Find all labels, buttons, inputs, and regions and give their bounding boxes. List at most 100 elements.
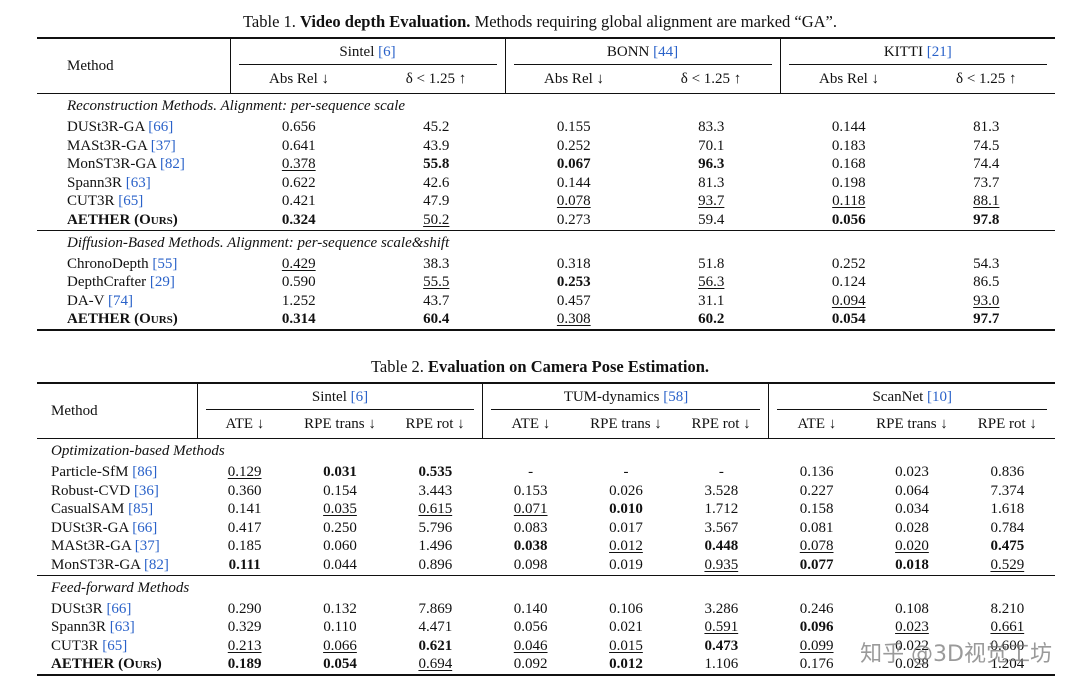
section-row: Reconstruction Methods. Alignment: per-s…: [37, 94, 1055, 119]
value: 0.015: [609, 637, 643, 654]
value: 0.784: [990, 519, 1025, 536]
method-name: AETHER (Ours): [51, 656, 162, 673]
caption: Table 2. Evaluation on Camera Pose Estim…: [0, 357, 1080, 377]
value-cell: 0.054: [292, 655, 387, 675]
value: 0.106: [609, 600, 643, 617]
value: 0.078: [556, 193, 591, 210]
data-row: Robust-CVD [36] 0.360 0.154 3.443 0.153 0.026…: [37, 482, 1055, 501]
method-cell: CUT3R [65]: [37, 637, 197, 656]
value-cell: 0.129: [197, 463, 292, 482]
value: 0.641: [281, 137, 316, 154]
value: 0.017: [609, 519, 643, 536]
group-name: ScanNet: [872, 389, 924, 405]
value-cell: 0.253: [505, 273, 643, 292]
value-cell: 55.5: [368, 273, 506, 292]
value-cell: 3.528: [674, 482, 769, 501]
value: 0.473: [704, 637, 739, 654]
metric-header: Abs Rel ↓: [504, 66, 643, 94]
value-cell: 0.183: [780, 137, 918, 156]
data-row: ChronoDepth [55] 0.429 38.3 0.318 51.8 0.252 5…: [37, 255, 1055, 274]
value: 3.528: [704, 482, 739, 499]
value: 0.021: [609, 619, 643, 636]
method-cell: MASt3R-GA [37]: [37, 537, 197, 556]
value-cell: 0.189: [197, 655, 292, 675]
group-header: Sintel [6]: [196, 383, 483, 411]
value: 0.252: [556, 137, 591, 154]
method-cell: Robust-CVD [36]: [37, 482, 197, 501]
method-name: DUSt3R-GA: [67, 119, 145, 135]
method-cite: [36]: [133, 482, 159, 499]
value: 0.060: [323, 538, 357, 555]
value: 0.056: [513, 619, 548, 636]
value-cell: 56.3: [643, 273, 781, 292]
value-cell: 0.154: [292, 482, 387, 501]
value: 0.144: [831, 119, 866, 135]
method-header: Method: [67, 57, 114, 74]
value-cell: 0.329: [197, 618, 292, 637]
value-cell: 0.615: [388, 500, 483, 519]
value-cell: -: [578, 463, 673, 482]
section: Diffusion-Based Methods. Alignment: per-…: [37, 230, 1056, 330]
group-header: Sintel [6]: [229, 38, 506, 66]
value-cell: 0.012: [578, 537, 673, 556]
group-rule: ScanNet [10]: [777, 385, 1047, 410]
value-cell: 1.106: [674, 655, 769, 675]
value-cell: 0.118: [780, 192, 918, 211]
value-cell: 0.064: [864, 482, 959, 501]
value-cell: 0.056: [483, 618, 578, 637]
value-cell: 0.314: [230, 310, 368, 330]
method-cite: [55]: [152, 255, 178, 272]
data-row: MASt3R-GA [37] 0.641 43.9 0.252 70.1 0.183 74.…: [37, 137, 1055, 156]
value: 0.054: [831, 311, 866, 328]
section: Reconstruction Methods. Alignment: per-s…: [37, 94, 1055, 231]
value: 45.2: [423, 119, 450, 135]
value-cell: 88.1: [918, 192, 1056, 211]
method-name: AETHER (Ours): [67, 211, 178, 228]
value: 0.154: [323, 482, 357, 499]
value: 0.155: [556, 119, 591, 135]
value-cell: 42.6: [368, 174, 506, 193]
method-cite: [65]: [118, 193, 144, 210]
header-row: Method Sintel [6] TUM-dynamics [58] ScanNet…: [37, 383, 1055, 419]
method-cell: DepthCrafter [29]: [37, 273, 230, 292]
value: 83.3: [698, 119, 725, 135]
value: 0.250: [323, 519, 357, 536]
value-cell: 0.144: [780, 118, 918, 137]
value-cell: 0.094: [780, 292, 918, 311]
group-rule: Sintel [6]: [238, 40, 497, 65]
value: 0.198: [831, 174, 866, 191]
value: 0.429: [281, 255, 316, 272]
group-header: ScanNet [10]: [768, 383, 1055, 411]
value: 0.896: [418, 556, 453, 573]
value-cell: 0.656: [230, 118, 368, 137]
value-cell: 0.252: [780, 255, 918, 274]
method-cite: [66]: [132, 519, 158, 536]
value: 0.066: [323, 637, 357, 654]
value-cell: 0.035: [292, 500, 387, 519]
value-cell: 0.661: [960, 618, 1055, 637]
value: 31.1: [698, 292, 725, 309]
value-cell: 0.896: [388, 556, 483, 575]
method-name: MonST3R-GA: [51, 556, 141, 573]
group-rule: KITTI [21]: [788, 40, 1048, 65]
value: 5.796: [418, 519, 453, 536]
method-cell: MASt3R-GA [37]: [37, 137, 230, 156]
caption-title: Video depth Evaluation.: [300, 12, 471, 31]
value: 0.012: [609, 538, 643, 555]
value-cell: 97.8: [918, 211, 1056, 230]
group-cite: [21]: [926, 44, 952, 60]
value-cell: 43.7: [368, 292, 506, 311]
value: 0.108: [895, 600, 929, 617]
section-title: Optimization-based Methods: [51, 443, 225, 459]
value-cell: -: [674, 463, 769, 482]
value: 0.098: [513, 556, 548, 573]
value: 0.023: [895, 464, 929, 480]
value: 0.034: [895, 501, 929, 518]
value: 56.3: [698, 274, 725, 291]
value: 7.869: [418, 600, 453, 617]
data-row: MonST3R-GA [82] 0.378 55.8 0.067 96.3 0.168 74…: [37, 155, 1055, 174]
value: 0.158: [799, 501, 834, 518]
value: 8.210: [990, 600, 1025, 617]
method-cite: [63]: [109, 619, 135, 636]
data-row: DUSt3R-GA [66] 0.656 45.2 0.155 83.3 0.144 81.…: [37, 118, 1055, 137]
